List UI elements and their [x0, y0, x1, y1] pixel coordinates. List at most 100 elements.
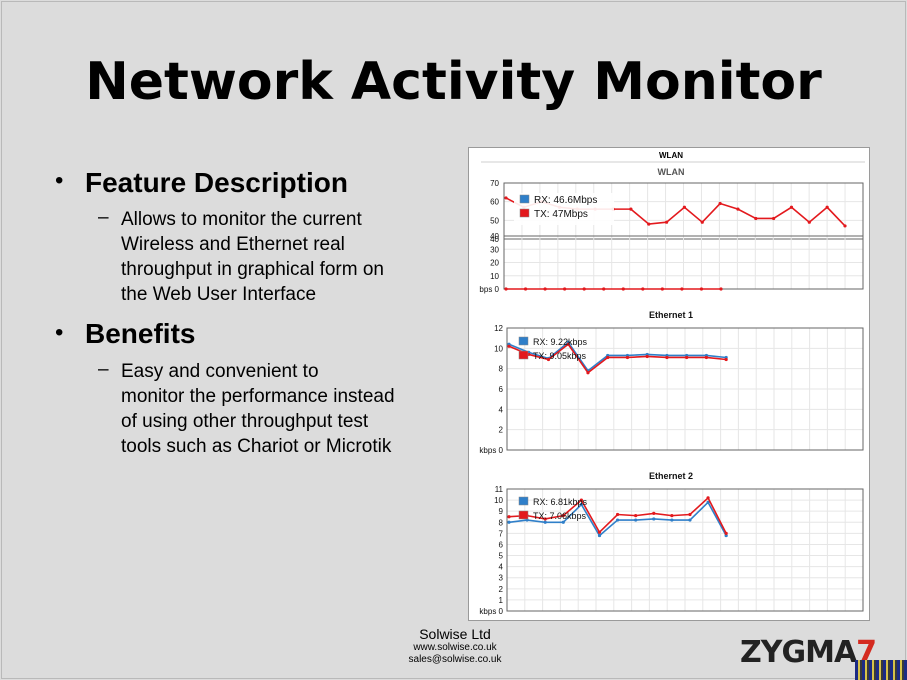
rx-legend-swatch: [518, 496, 529, 506]
ethernet2-rx-point: [561, 520, 565, 524]
wlan-upper-point: [682, 205, 687, 209]
rx-legend-label: RX: 9.22kbps: [533, 337, 588, 347]
wlan-lower-tick-label: 20: [490, 259, 499, 268]
bullet-dot: •: [55, 167, 64, 194]
wlan-upper-point: [825, 205, 829, 209]
ethernet2-tick-label: 2: [499, 585, 504, 594]
wlan-upper-point: [700, 220, 704, 224]
ethernet2-title: Ethernet 2: [649, 471, 693, 481]
ethernet1-tick-label: 6: [499, 385, 504, 394]
text-line: of using other throughput test: [121, 411, 369, 432]
ethernet2-tx-point: [543, 517, 547, 521]
ethernet2-rx-point: [543, 520, 547, 524]
wlan-upper-point: [664, 220, 669, 224]
rx-legend-label: RX: 6.81kbps: [533, 497, 588, 507]
wlan-baseline-point: [523, 287, 528, 291]
ethernet1-tx-point: [507, 344, 511, 348]
ethernet2-tick-label: kbps 0: [479, 607, 503, 616]
wlan-baseline-point: [641, 287, 645, 291]
rx-legend-swatch: [518, 336, 529, 346]
ethernet1-tx-point: [625, 355, 630, 360]
tx-legend-label: TX: 47Mbps: [534, 209, 588, 220]
ethernet2-tick-label: 1: [499, 596, 504, 605]
wlan-baseline-point: [543, 287, 547, 291]
ethernet1-tick-label: 12: [494, 324, 503, 333]
wlan-upper-point: [807, 220, 811, 224]
ethernet1-tx-line: [508, 343, 727, 374]
ethernet1-tx-point: [704, 355, 709, 360]
feature-heading: Feature Description: [85, 167, 348, 198]
ethernet2-rx-point: [615, 518, 620, 522]
ethernet2-tick-label: 8: [499, 518, 504, 527]
ethernet2-tx-point: [706, 496, 710, 500]
wlan-upper-point: [789, 205, 794, 209]
rx-legend-label: RX: 46.6Mbps: [534, 195, 597, 206]
ethernet1-tick-label: kbps 0: [479, 446, 503, 455]
ethernet1-plot-frame: [506, 327, 864, 451]
wlan-baseline-point: [719, 287, 723, 291]
wlan-upper-tick-label: 40: [490, 235, 499, 244]
ethernet2-tx-point: [615, 512, 620, 517]
ethernet1-tick-label: 4: [499, 405, 504, 414]
tx-legend-swatch: [519, 208, 530, 218]
benefits-heading: Benefits: [85, 318, 196, 349]
ethernet2-tx-point: [579, 498, 583, 502]
ethernet2-rx-point: [579, 502, 583, 507]
ethernet2-tick-label: 10: [494, 496, 503, 505]
wlan-upper-point: [772, 216, 776, 221]
benefits-description: Easy and convenient to monitor the perfo…: [121, 359, 451, 459]
dash-marker: –: [98, 207, 109, 228]
ethernet1-tx-point: [645, 354, 649, 359]
wlan-upper-tick-label: 60: [490, 198, 499, 207]
footer: Solwise Ltd www.solwise.co.uk sales@solw…: [380, 626, 530, 666]
text-line: Easy and convenient to: [121, 361, 319, 382]
ethernet2-rx-point: [724, 533, 728, 538]
ethernet2-tick-label: 9: [499, 507, 504, 516]
ethernet1-tx-point: [724, 357, 728, 362]
ethernet1-title: Ethernet 1: [649, 310, 693, 320]
ethernet2-tx-point: [670, 514, 674, 518]
wlan-upper-point: [718, 201, 722, 206]
ethernet2-rx-point: [688, 518, 692, 522]
wlan-baseline-point: [504, 287, 508, 291]
email-link[interactable]: sales@solwise.co.uk: [408, 654, 502, 665]
wlan-lower-tick-label: 40: [490, 232, 499, 241]
ethernet1-tx-point: [665, 355, 669, 360]
rx-legend-swatch: [519, 194, 530, 204]
ethernet2-tick-label: 11: [495, 485, 504, 494]
wlan-upper-point: [629, 207, 633, 211]
text-line: throughput in graphical form on: [121, 259, 384, 280]
ethernet2-tick-label: 7: [499, 529, 504, 538]
ethernet2-rx-point: [525, 518, 529, 522]
ethernet1-tx-point: [685, 355, 689, 360]
ethernet2-tx-point: [724, 531, 728, 535]
ethernet2-tx-point: [597, 530, 602, 534]
ethernet2-tick-label: 6: [499, 540, 504, 549]
feature-description: Allows to monitor the current Wireless a…: [121, 207, 451, 307]
text-line: Allows to monitor the current: [121, 209, 362, 230]
wlan-upper-tick-label: 50: [490, 216, 499, 225]
ethernet2-tick-label: 3: [499, 574, 504, 583]
wlan-upper-point: [754, 216, 758, 221]
tx-legend-label: TX: 7.06kbps: [533, 511, 587, 521]
wlan-baseline-point: [602, 287, 606, 291]
dash-marker: –: [98, 359, 109, 380]
ethernet1-tick-label: 2: [499, 426, 504, 435]
ethernet2-rx-point: [706, 500, 710, 504]
wlan-baseline-point: [621, 287, 625, 291]
company-name: Solwise Ltd: [419, 626, 491, 642]
ethernet2-rx-point: [507, 520, 511, 524]
wlan-baseline-point: [582, 287, 586, 291]
wlan-upper-point: [647, 222, 651, 226]
slide-title: Network Activity Monitor: [85, 52, 822, 112]
text-line: Wireless and Ethernet real: [121, 234, 345, 255]
wlan-upper-point: [843, 224, 847, 228]
website-link[interactable]: www.solwise.co.uk: [413, 642, 497, 653]
ethernet1-tx-point: [586, 371, 590, 375]
ethernet1-tx-point: [606, 355, 610, 360]
ethernet2-tick-label: 5: [499, 552, 504, 561]
wlan-legend-box: [514, 193, 614, 225]
ethernet2-plot-frame: [506, 488, 864, 612]
